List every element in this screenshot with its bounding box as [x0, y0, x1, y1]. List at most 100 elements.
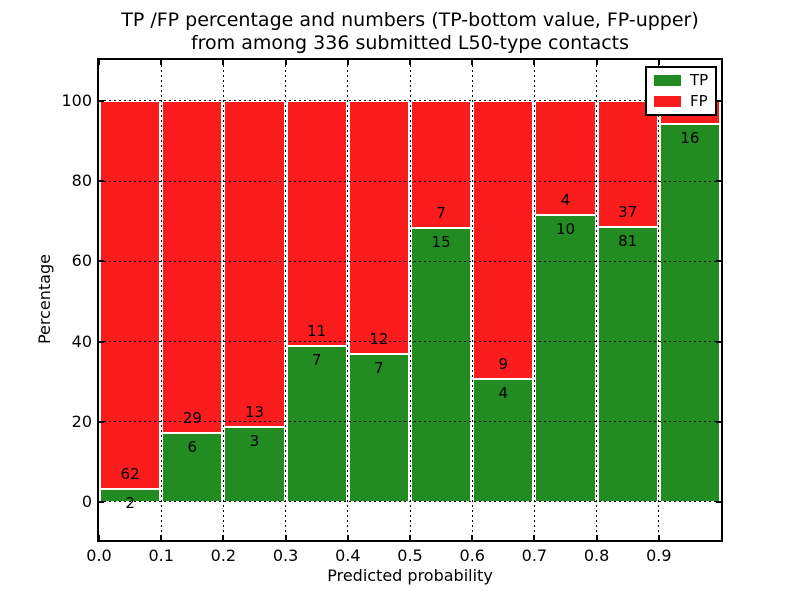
bar-tp-segment [162, 433, 223, 502]
legend-entry-tp: TP [654, 73, 708, 88]
bar-count-label-fp: 9 [498, 354, 509, 373]
axis-tick-bottom [471, 535, 474, 540]
gridline-vertical [596, 60, 598, 540]
y-tick-label: 100 [61, 90, 92, 110]
bar-count-label-fp: 13 [244, 402, 265, 421]
legend-entry-fp: FP [654, 94, 708, 109]
bar-fp-segment [411, 100, 472, 229]
bar-count-label-tp: 3 [249, 431, 260, 450]
x-tick-label: 0.6 [459, 546, 485, 565]
legend-swatch-fp-icon [654, 96, 681, 107]
bar-tp-segment [348, 354, 409, 502]
x-axis-label: Predicted probability [327, 566, 493, 585]
y-tick-label: 60 [71, 251, 92, 271]
legend-label-tp: TP [690, 71, 709, 89]
bar-count-label-tp: 6 [187, 438, 198, 457]
bar-count-label-tp: 16 [680, 129, 700, 148]
axis-tick-bottom [98, 535, 100, 540]
bar-tp-segment [411, 228, 472, 502]
bar-fp-segment [597, 100, 658, 227]
axis-tick-top [284, 60, 287, 65]
axis-tick-top [346, 60, 349, 65]
chart-title-line-2: from among 336 submitted L50-type contac… [190, 32, 630, 54]
axis-tick-top [657, 60, 660, 65]
x-tick-label: 0.9 [646, 546, 672, 565]
legend: TP FP [645, 66, 718, 116]
axis-tick-left [99, 340, 104, 343]
axis-tick-top [471, 60, 474, 65]
bar-count-label-fp: 12 [369, 330, 389, 349]
axis-tick-right [716, 99, 721, 102]
bar-tp-segment [597, 226, 658, 502]
bar-fp-segment [100, 100, 161, 490]
axis-tick-bottom [657, 535, 660, 540]
x-tick-label: 0.3 [272, 546, 299, 565]
axis-tick-top [98, 60, 100, 65]
bar-count-label-fp: 11 [307, 321, 327, 340]
y-tick-label: 0 [81, 491, 92, 511]
axis-tick-bottom [595, 535, 598, 540]
plot-inner: 622296133117127715944103781116 [98, 60, 721, 540]
bar-count-label-tp: 7 [311, 350, 322, 369]
bar-count-label-fp: 4 [560, 191, 571, 210]
chart-title: TP /FP percentage and numbers (TP-bottom… [97, 9, 723, 55]
axis-tick-top [160, 60, 163, 65]
axis-tick-top [533, 60, 536, 65]
axis-tick-top [222, 60, 225, 65]
bar-fp-segment [535, 100, 596, 216]
x-tick-label: 0.1 [148, 546, 174, 565]
y-tick-label: 80 [71, 171, 92, 191]
bar-fp-segment [473, 100, 534, 379]
bar-tp-segment [473, 378, 534, 502]
bar-tp-segment [224, 426, 285, 502]
axis-tick-top [595, 60, 598, 65]
bar-fp-segment [162, 100, 223, 434]
axis-tick-right [716, 500, 721, 503]
bar-count-label-tp: 81 [618, 231, 638, 250]
axis-tick-right [716, 420, 721, 423]
gridline-vertical [222, 60, 224, 540]
gridline-vertical [409, 60, 411, 540]
plot-area: 622296133117127715944103781116 [97, 58, 723, 542]
axis-tick-right [716, 340, 721, 343]
bar-fp-segment [286, 100, 347, 346]
bar-count-label-fp: 37 [618, 202, 638, 221]
y-tick-label: 40 [71, 331, 92, 351]
gridline-vertical [471, 60, 473, 540]
axis-tick-bottom [222, 535, 225, 540]
axis-tick-left [99, 180, 104, 183]
gridline-vertical [160, 60, 162, 540]
axis-tick-right [716, 260, 721, 263]
bar-count-label-fp: 7 [436, 204, 446, 223]
gridline-vertical [658, 60, 660, 540]
axis-tick-top [409, 60, 411, 65]
gridline-vertical [347, 60, 349, 540]
y-tick-label: 20 [71, 411, 92, 431]
bar-count-label-tp: 15 [431, 233, 451, 252]
gridline-vertical [285, 60, 287, 540]
x-tick-label: 0.5 [397, 546, 423, 565]
bar-tp-segment [659, 124, 720, 502]
bar-fp-segment [348, 100, 409, 355]
x-tick-label: 0.0 [86, 546, 112, 565]
legend-label-fp: FP [690, 92, 708, 110]
gridline-vertical [533, 60, 535, 540]
x-tick-label: 0.8 [583, 546, 610, 565]
axis-tick-bottom [409, 535, 411, 540]
axis-tick-bottom [160, 535, 163, 540]
chart-title-line-1: TP /FP percentage and numbers (TP-bottom… [121, 9, 699, 31]
axis-tick-left [99, 260, 104, 263]
bar-tp-segment [286, 345, 347, 502]
axis-tick-left [99, 420, 104, 423]
axis-tick-left [99, 500, 104, 503]
x-tick-label: 0.7 [521, 546, 548, 565]
axis-tick-right [716, 180, 721, 183]
x-tick-label: 0.4 [335, 546, 361, 565]
bar-fp-segment [224, 100, 285, 427]
bar-count-label-tp: 7 [374, 359, 384, 378]
bar-count-label-tp: 4 [498, 383, 509, 402]
bar-tp-segment [535, 215, 596, 502]
axis-tick-bottom [284, 535, 287, 540]
legend-swatch-tp-icon [654, 75, 681, 86]
